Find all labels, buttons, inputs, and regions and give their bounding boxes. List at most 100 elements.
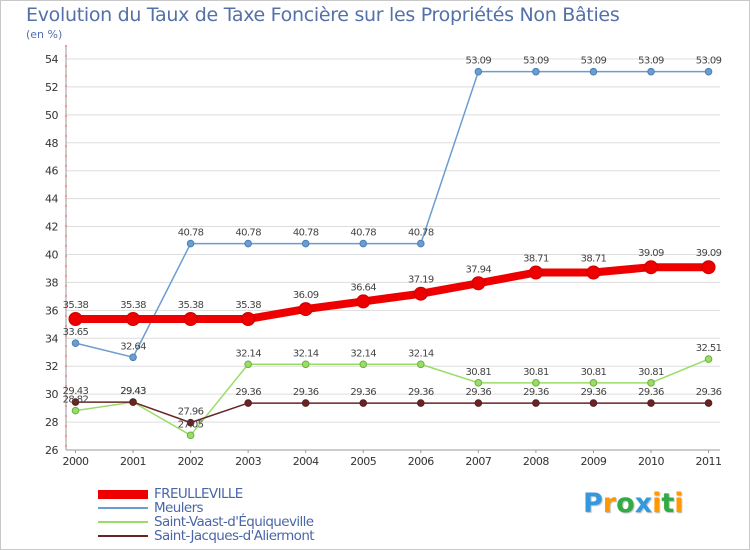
x-tick-label: 2006	[408, 455, 434, 468]
x-tick-label: 2002	[178, 455, 204, 468]
data-label: 29.36	[408, 387, 434, 398]
data-label: 38.71	[581, 253, 607, 264]
data-point	[417, 360, 425, 369]
data-point	[474, 67, 483, 76]
data-point	[417, 399, 425, 407]
data-point	[532, 67, 540, 76]
x-tick-label: 2010	[638, 455, 664, 468]
data-label: 30.81	[638, 367, 664, 378]
x-tick-label: 2004	[293, 455, 319, 468]
data-point	[471, 276, 486, 291]
y-tick-label: 48	[45, 137, 58, 150]
logo-letter: i	[652, 488, 662, 519]
data-label: 32.14	[350, 348, 376, 359]
data-label: 53.09	[638, 56, 664, 67]
data-label: 53.09	[466, 56, 492, 67]
data-label: 53.09	[581, 56, 607, 67]
data-point	[359, 399, 368, 407]
data-point	[589, 67, 598, 76]
data-label: 29.36	[638, 387, 664, 398]
data-point	[71, 398, 80, 406]
data-point	[301, 360, 310, 369]
data-point	[586, 265, 601, 280]
y-tick-label: 44	[45, 193, 58, 206]
data-point	[701, 260, 716, 275]
data-label: 53.09	[696, 56, 722, 67]
series-line-2	[75, 358, 709, 437]
data-point	[647, 399, 655, 407]
data-point	[474, 379, 483, 387]
plot-area	[66, 45, 720, 450]
data-point	[244, 399, 252, 407]
y-tick-label: 28	[45, 416, 58, 429]
logo-letter: o	[616, 488, 635, 519]
data-point	[704, 67, 713, 76]
data-label: 35.38	[235, 300, 261, 311]
y-tick-label: 42	[45, 221, 58, 234]
data-point	[298, 302, 313, 317]
data-label: 30.81	[581, 367, 607, 378]
data-point	[589, 399, 598, 407]
legend-label: Saint-Vaast-d'Équiqueville	[154, 514, 314, 530]
data-point	[704, 399, 713, 407]
data-point	[71, 406, 80, 415]
data-point	[704, 355, 713, 363]
data-label: 29.36	[523, 387, 549, 398]
legend-swatch	[98, 521, 148, 523]
legend-label: Meulers	[154, 500, 204, 516]
data-label: 38.71	[523, 253, 549, 264]
x-tick-label: 2003	[235, 455, 261, 468]
data-label: 30.81	[466, 367, 492, 378]
data-point	[413, 286, 428, 301]
data-label: 35.38	[63, 300, 89, 311]
data-label: 36.09	[293, 290, 319, 301]
x-tick-label: 2005	[350, 455, 376, 468]
y-tick-label: 52	[45, 81, 58, 94]
x-tick-label: 2008	[523, 455, 549, 468]
legend-swatch	[98, 535, 148, 537]
data-label: 37.19	[408, 275, 434, 286]
data-label: 40.78	[350, 228, 376, 239]
data-label: 29.43	[120, 386, 146, 397]
data-label: 29.43	[63, 386, 89, 397]
data-point	[129, 353, 137, 362]
data-point	[532, 399, 540, 407]
y-tick-label: 36	[45, 304, 58, 317]
data-point	[644, 260, 658, 275]
x-tick-label: 2011	[696, 455, 722, 468]
y-tick-label: 30	[45, 388, 58, 401]
data-label: 29.36	[581, 387, 607, 398]
y-tick-label: 46	[45, 165, 58, 178]
data-point	[129, 398, 137, 406]
series-line-3	[75, 401, 709, 424]
x-tick-label: 2000	[63, 455, 89, 468]
data-label: 32.64	[120, 341, 146, 352]
data-point	[183, 312, 198, 327]
data-point	[68, 312, 83, 327]
data-label: 40.78	[178, 228, 204, 239]
data-point	[186, 418, 195, 427]
data-label: 29.36	[466, 387, 492, 398]
data-point	[301, 399, 310, 407]
data-point	[359, 239, 368, 248]
data-point	[186, 239, 195, 248]
data-point	[244, 360, 252, 369]
logo-letter: x	[634, 488, 653, 519]
y-tick-label: 38	[45, 276, 58, 289]
data-point	[589, 379, 598, 387]
chart-subtitle: (en %)	[26, 28, 63, 41]
data-label: 39.09	[638, 248, 664, 259]
data-label: 30.81	[523, 367, 549, 378]
y-tick-label: 40	[45, 248, 58, 261]
data-label: 32.14	[408, 348, 434, 359]
series-line-1	[75, 70, 709, 359]
data-label: 28.82	[63, 395, 89, 406]
data-label: 29.36	[350, 387, 376, 398]
data-point	[241, 312, 256, 327]
data-point	[417, 239, 425, 248]
x-tick-label: 2007	[465, 455, 491, 468]
data-label: 37.94	[466, 264, 492, 275]
data-label: 40.78	[408, 228, 434, 239]
data-point	[647, 67, 655, 76]
